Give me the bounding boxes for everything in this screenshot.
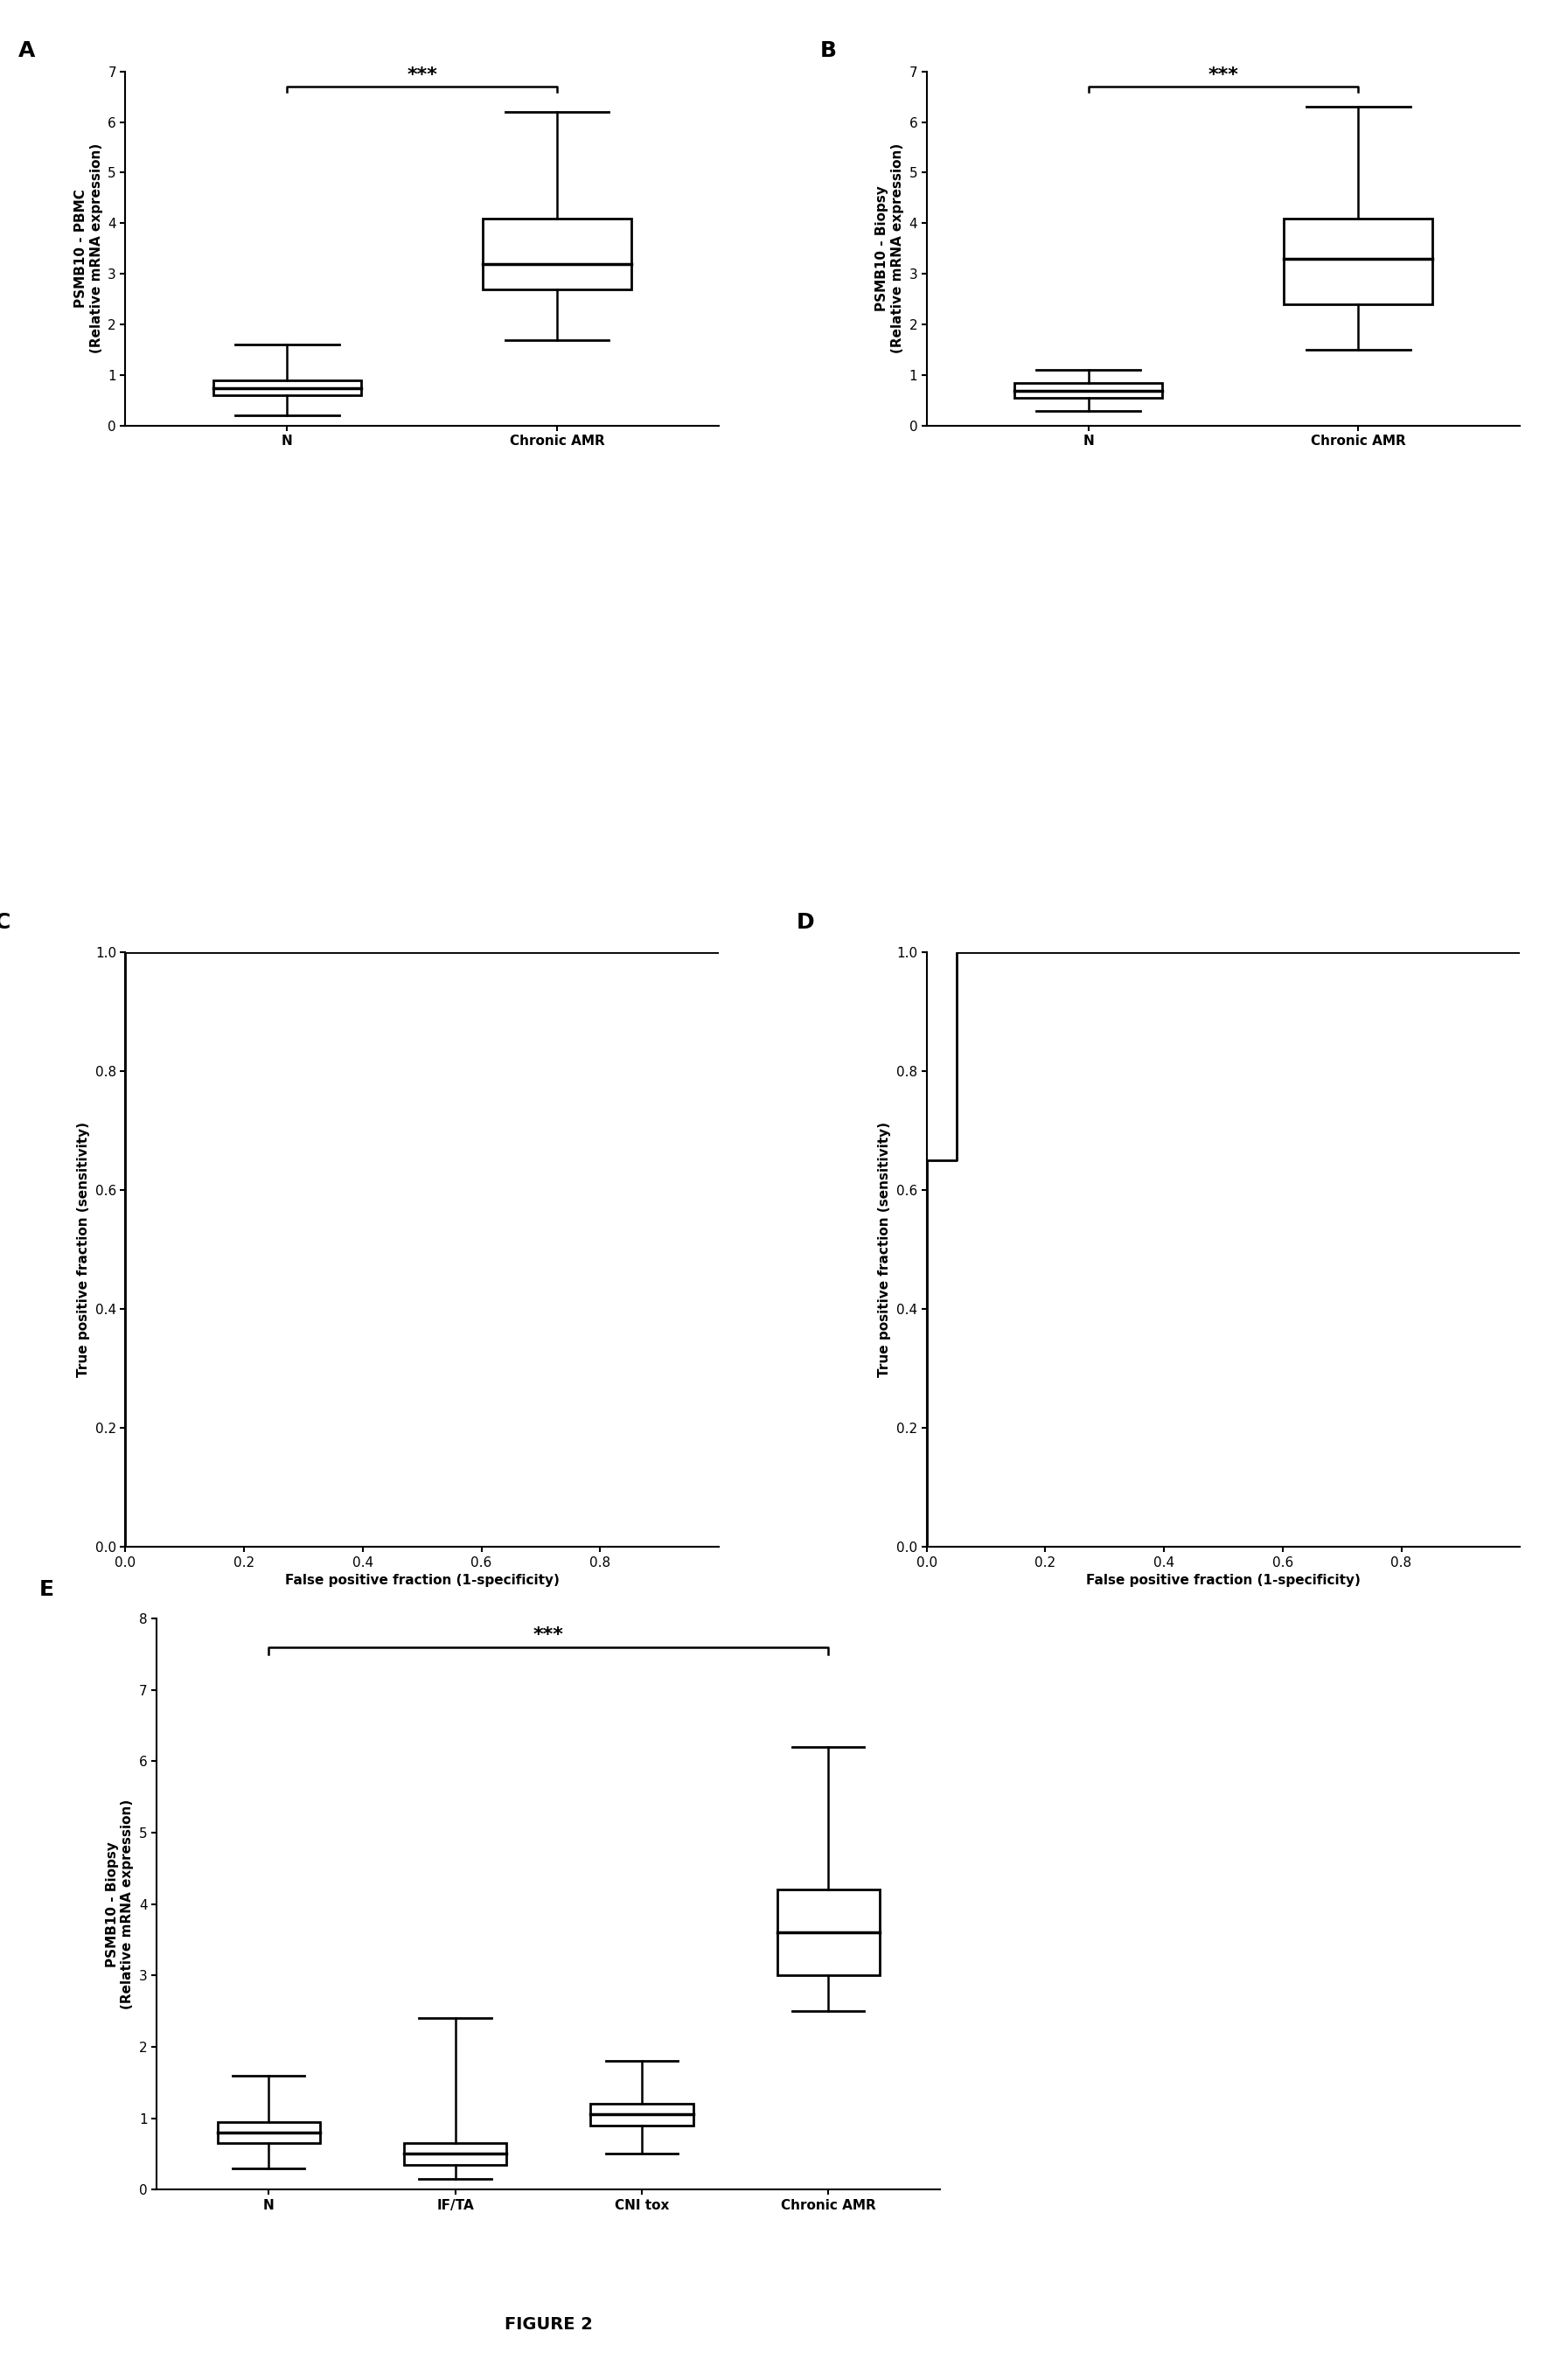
Y-axis label: PSMB10 - PBMC
(Relative mRNA expression): PSMB10 - PBMC (Relative mRNA expression) xyxy=(75,143,103,355)
Text: ***: *** xyxy=(407,67,437,83)
Y-axis label: True positive fraction (sensitivity): True positive fraction (sensitivity) xyxy=(878,1121,892,1378)
Text: B: B xyxy=(820,40,837,62)
Y-axis label: PSMB10 - Biopsy
(Relative mRNA expression): PSMB10 - Biopsy (Relative mRNA expressio… xyxy=(876,143,904,355)
Text: A: A xyxy=(19,40,36,62)
Text: E: E xyxy=(39,1578,53,1599)
Bar xyxy=(218,2123,320,2142)
Text: D: D xyxy=(796,912,813,933)
Y-axis label: True positive fraction (sensitivity): True positive fraction (sensitivity) xyxy=(77,1121,91,1378)
Y-axis label: PSMB10 - Biopsy
(Relative mRNA expression): PSMB10 - Biopsy (Relative mRNA expressio… xyxy=(107,1799,135,2009)
Bar xyxy=(483,219,632,288)
Text: ***: *** xyxy=(1208,67,1238,83)
X-axis label: False positive fraction (1-specificity): False positive fraction (1-specificity) xyxy=(1086,1573,1360,1587)
Bar xyxy=(404,2142,506,2166)
Text: ***: *** xyxy=(533,1626,564,1642)
Text: FIGURE 2: FIGURE 2 xyxy=(505,2316,592,2332)
Bar xyxy=(591,2104,693,2125)
Bar xyxy=(1283,219,1432,305)
Bar xyxy=(1014,383,1163,397)
Text: C: C xyxy=(0,912,11,933)
X-axis label: False positive fraction (1-specificity): False positive fraction (1-specificity) xyxy=(285,1573,559,1587)
Bar xyxy=(777,1890,879,1975)
Bar xyxy=(213,381,362,395)
